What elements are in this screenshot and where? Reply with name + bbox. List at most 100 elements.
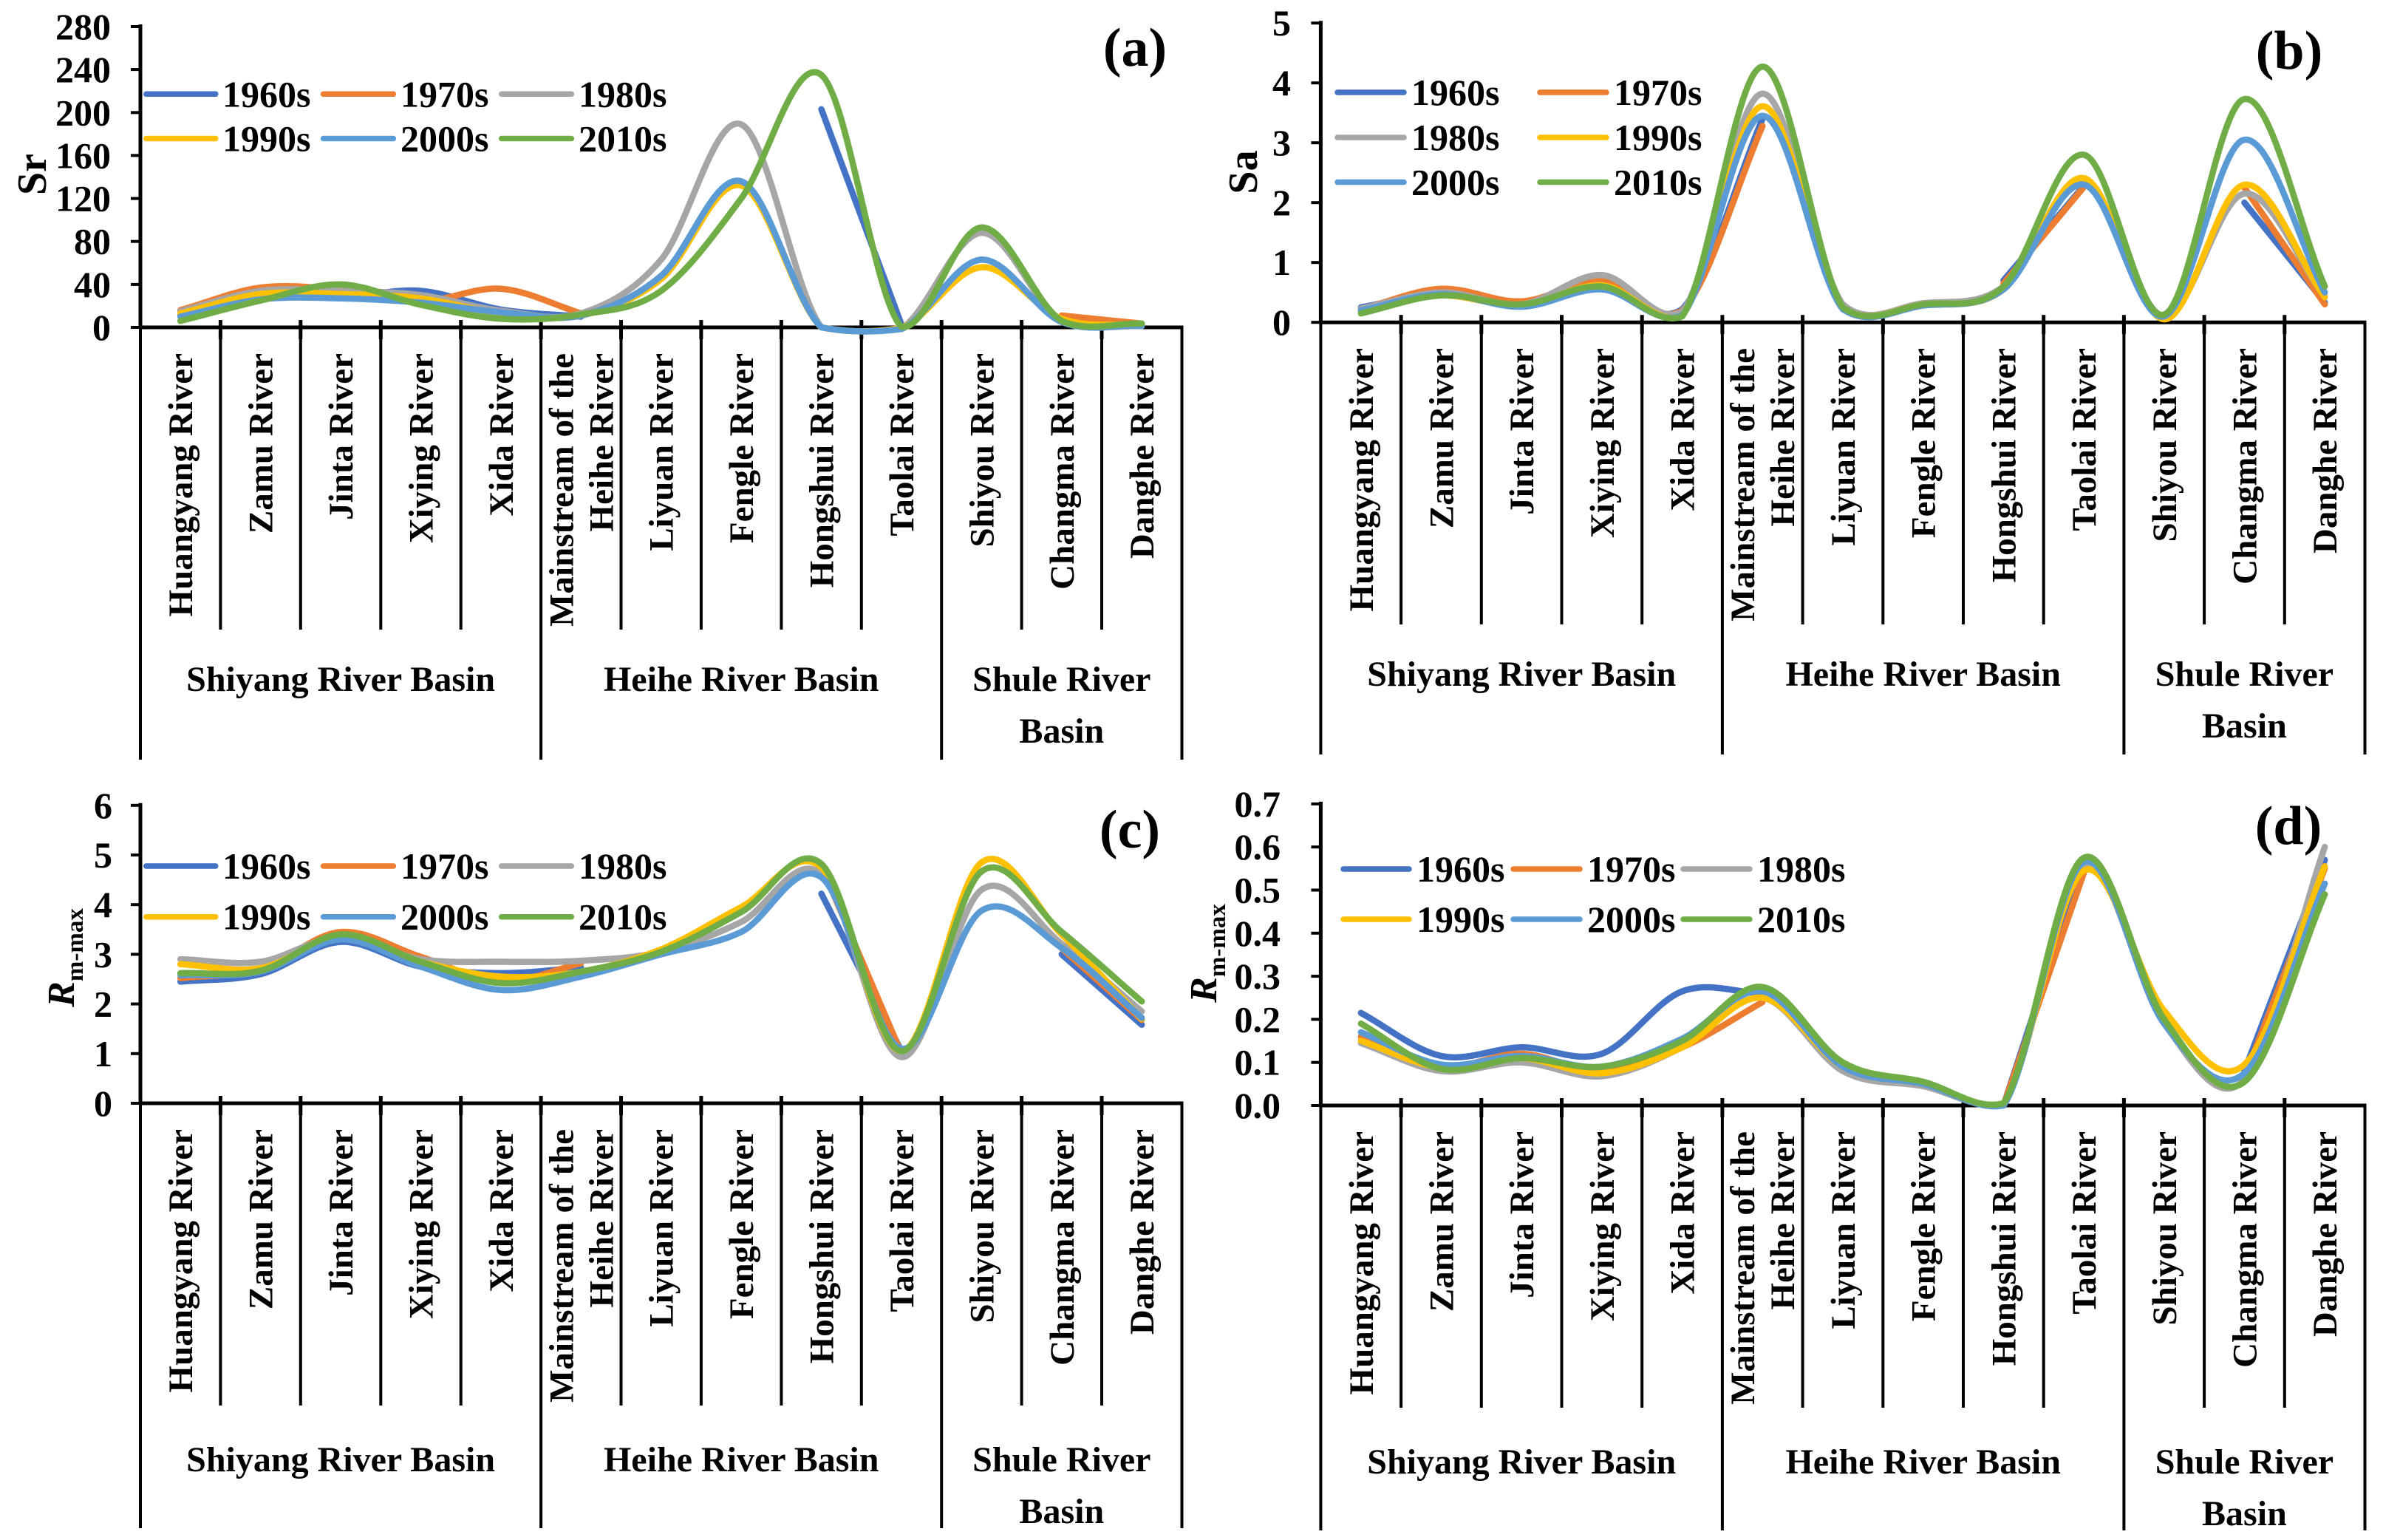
svg-text:1980s: 1980s bbox=[1757, 848, 1845, 890]
svg-text:Huangyang River: Huangyang River bbox=[1343, 348, 1381, 611]
svg-text:280: 280 bbox=[55, 6, 111, 47]
svg-text:1: 1 bbox=[1272, 242, 1291, 283]
svg-text:1990s: 1990s bbox=[222, 118, 310, 160]
svg-text:Heihe River Basin: Heihe River Basin bbox=[1785, 1442, 2060, 1482]
svg-text:Xiying River: Xiying River bbox=[1583, 348, 1622, 538]
svg-text:Fengle River: Fengle River bbox=[723, 1129, 761, 1319]
svg-text:Heihe River Basin: Heihe River Basin bbox=[1785, 655, 2060, 694]
svg-text:Hongshui River: Hongshui River bbox=[803, 1129, 842, 1363]
svg-text:0.1: 0.1 bbox=[1235, 1042, 1281, 1083]
svg-text:Heihe River Basin: Heihe River Basin bbox=[604, 1440, 879, 1479]
svg-text:(b): (b) bbox=[2256, 21, 2322, 81]
svg-text:2010s: 2010s bbox=[1757, 899, 1845, 940]
svg-text:Jinta River: Jinta River bbox=[1503, 1131, 1541, 1298]
svg-text:Sa: Sa bbox=[1221, 150, 1267, 194]
svg-text:160: 160 bbox=[55, 134, 111, 176]
svg-text:Huangyang River: Huangyang River bbox=[162, 1129, 200, 1392]
svg-text:Shiyang River Basin: Shiyang River Basin bbox=[186, 1440, 495, 1479]
svg-text:2000s: 2000s bbox=[1587, 899, 1675, 940]
svg-text:Shiyang River Basin: Shiyang River Basin bbox=[1367, 655, 1676, 694]
svg-text:Shule River: Shule River bbox=[2155, 1442, 2333, 1482]
svg-text:Sr: Sr bbox=[10, 154, 55, 195]
svg-text:(c): (c) bbox=[1100, 800, 1160, 860]
svg-text:2000s: 2000s bbox=[400, 118, 488, 160]
svg-text:Jinta River: Jinta River bbox=[322, 1129, 361, 1296]
svg-text:0.4: 0.4 bbox=[1235, 913, 1281, 954]
svg-text:Jinta River: Jinta River bbox=[322, 353, 361, 520]
svg-text:0: 0 bbox=[92, 307, 111, 348]
svg-text:Shiyang River Basin: Shiyang River Basin bbox=[186, 660, 495, 699]
svg-text:Changma River: Changma River bbox=[2226, 348, 2264, 585]
svg-text:1960s: 1960s bbox=[222, 845, 310, 887]
svg-text:Mainstream of the: Mainstream of the bbox=[542, 1129, 581, 1403]
svg-text:1980s: 1980s bbox=[579, 845, 667, 887]
svg-text:Zamu River: Zamu River bbox=[242, 1129, 281, 1309]
svg-text:Hongshui River: Hongshui River bbox=[1985, 1131, 2023, 1366]
svg-text:1960s: 1960s bbox=[1417, 848, 1504, 890]
svg-text:Mainstream of the: Mainstream of the bbox=[1724, 1131, 1762, 1405]
svg-text:Changma River: Changma River bbox=[1043, 353, 1082, 590]
svg-text:Heihe River: Heihe River bbox=[1764, 348, 1802, 526]
svg-text:Basin: Basin bbox=[1019, 712, 1104, 751]
svg-text:5: 5 bbox=[1272, 2, 1291, 44]
svg-text:Danghe River: Danghe River bbox=[1123, 353, 1162, 559]
svg-text:0.5: 0.5 bbox=[1235, 870, 1281, 911]
svg-text:1980s: 1980s bbox=[579, 73, 667, 115]
svg-text:1960s: 1960s bbox=[222, 73, 310, 115]
svg-text:(d): (d) bbox=[2255, 796, 2322, 856]
svg-text:Huangyang River: Huangyang River bbox=[162, 353, 200, 616]
svg-text:Mainstream of the: Mainstream of the bbox=[1724, 348, 1762, 621]
svg-text:Liyuan River: Liyuan River bbox=[643, 1129, 681, 1327]
svg-text:Heihe River: Heihe River bbox=[1764, 1131, 1802, 1309]
svg-text:Shiyou River: Shiyou River bbox=[2146, 1131, 2184, 1325]
svg-text:Liyuan River: Liyuan River bbox=[643, 353, 681, 551]
svg-text:1990s: 1990s bbox=[1417, 899, 1504, 940]
svg-text:Heihe River: Heihe River bbox=[582, 1129, 621, 1307]
svg-text:2: 2 bbox=[1272, 182, 1291, 223]
svg-text:2010s: 2010s bbox=[579, 896, 667, 938]
svg-text:Hongshui River: Hongshui River bbox=[803, 353, 842, 587]
svg-text:Zamu River: Zamu River bbox=[242, 353, 281, 534]
svg-text:240: 240 bbox=[55, 49, 111, 90]
svg-text:Shiyang River Basin: Shiyang River Basin bbox=[1367, 1442, 1676, 1482]
svg-text:2010s: 2010s bbox=[1614, 162, 1702, 203]
svg-text:0: 0 bbox=[1272, 301, 1291, 343]
svg-text:40: 40 bbox=[74, 264, 111, 305]
svg-text:Liyuan River: Liyuan River bbox=[1824, 1131, 1863, 1329]
svg-text:1: 1 bbox=[94, 1033, 112, 1074]
svg-text:Danghe River: Danghe River bbox=[2306, 1131, 2345, 1337]
svg-text:1990s: 1990s bbox=[222, 896, 310, 938]
svg-text:0.7: 0.7 bbox=[1235, 783, 1281, 825]
svg-text:Heihe River Basin: Heihe River Basin bbox=[604, 660, 879, 699]
svg-text:2000s: 2000s bbox=[400, 896, 488, 938]
svg-text:Basin: Basin bbox=[2202, 1494, 2287, 1533]
svg-text:Basin: Basin bbox=[2202, 706, 2287, 746]
svg-text:1990s: 1990s bbox=[1614, 117, 1702, 158]
svg-text:Zamu River: Zamu River bbox=[1423, 1131, 1462, 1312]
svg-text:Liyuan River: Liyuan River bbox=[1824, 348, 1863, 546]
svg-text:1970s: 1970s bbox=[400, 73, 488, 115]
svg-text:Taolai River: Taolai River bbox=[2065, 348, 2104, 531]
svg-text:Taolai River: Taolai River bbox=[2065, 1131, 2104, 1315]
svg-text:1960s: 1960s bbox=[1411, 72, 1499, 113]
svg-text:Hongshui River: Hongshui River bbox=[1985, 348, 2023, 582]
svg-text:Taolai River: Taolai River bbox=[883, 1129, 921, 1312]
svg-text:Xida River: Xida River bbox=[1664, 1131, 1702, 1295]
svg-text:Xida River: Xida River bbox=[1664, 348, 1702, 511]
svg-text:Mainstream of the: Mainstream of the bbox=[542, 353, 581, 627]
svg-text:Xida River: Xida River bbox=[483, 1129, 521, 1292]
svg-text:0.6: 0.6 bbox=[1235, 826, 1281, 868]
svg-text:3: 3 bbox=[94, 933, 112, 975]
svg-text:Huangyang River: Huangyang River bbox=[1343, 1131, 1381, 1394]
svg-text:1970s: 1970s bbox=[1614, 72, 1702, 113]
svg-text:Xiying River: Xiying River bbox=[403, 353, 441, 543]
svg-text:0.3: 0.3 bbox=[1235, 955, 1281, 997]
svg-text:Zamu River: Zamu River bbox=[1423, 348, 1462, 528]
svg-text:Taolai River: Taolai River bbox=[883, 353, 921, 536]
svg-text:5: 5 bbox=[94, 834, 112, 876]
svg-text:Shule River: Shule River bbox=[2155, 655, 2333, 694]
svg-text:3: 3 bbox=[1272, 122, 1291, 163]
svg-text:Changma River: Changma River bbox=[1043, 1129, 1082, 1366]
svg-text:Fengle River: Fengle River bbox=[1905, 1131, 1943, 1321]
svg-text:120: 120 bbox=[55, 178, 111, 219]
